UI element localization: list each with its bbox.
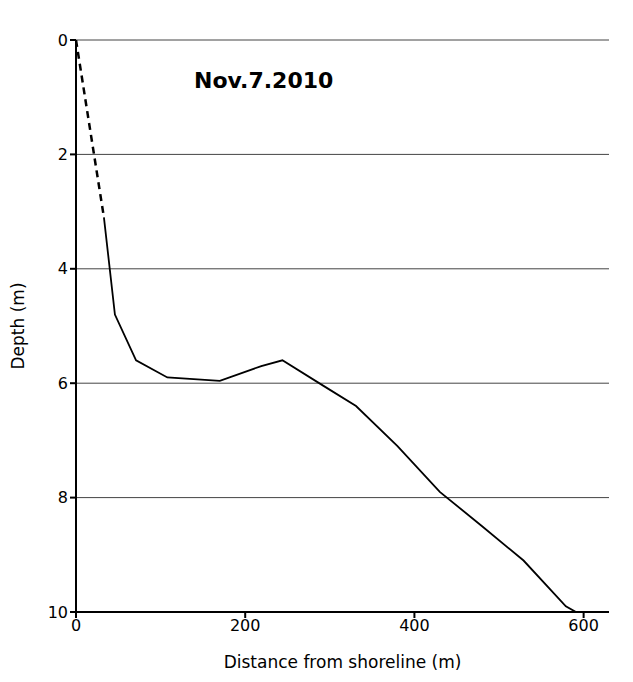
svg-text:400: 400	[399, 616, 430, 635]
svg-text:4: 4	[58, 259, 68, 278]
svg-text:Depth (m): Depth (m)	[8, 282, 28, 369]
svg-text:6: 6	[58, 374, 68, 393]
svg-text:200: 200	[230, 616, 261, 635]
svg-text:10: 10	[48, 603, 68, 622]
svg-text:0: 0	[71, 616, 81, 635]
svg-text:0: 0	[58, 31, 68, 50]
html-text:Nov.7.2010: Nov.7.2010	[194, 68, 334, 93]
svg-text:2: 2	[58, 145, 68, 164]
svg-text:Distance from shoreline (m): Distance from shoreline (m)	[224, 652, 462, 672]
svg-text:8: 8	[58, 488, 68, 507]
svg-text:600: 600	[568, 616, 599, 635]
